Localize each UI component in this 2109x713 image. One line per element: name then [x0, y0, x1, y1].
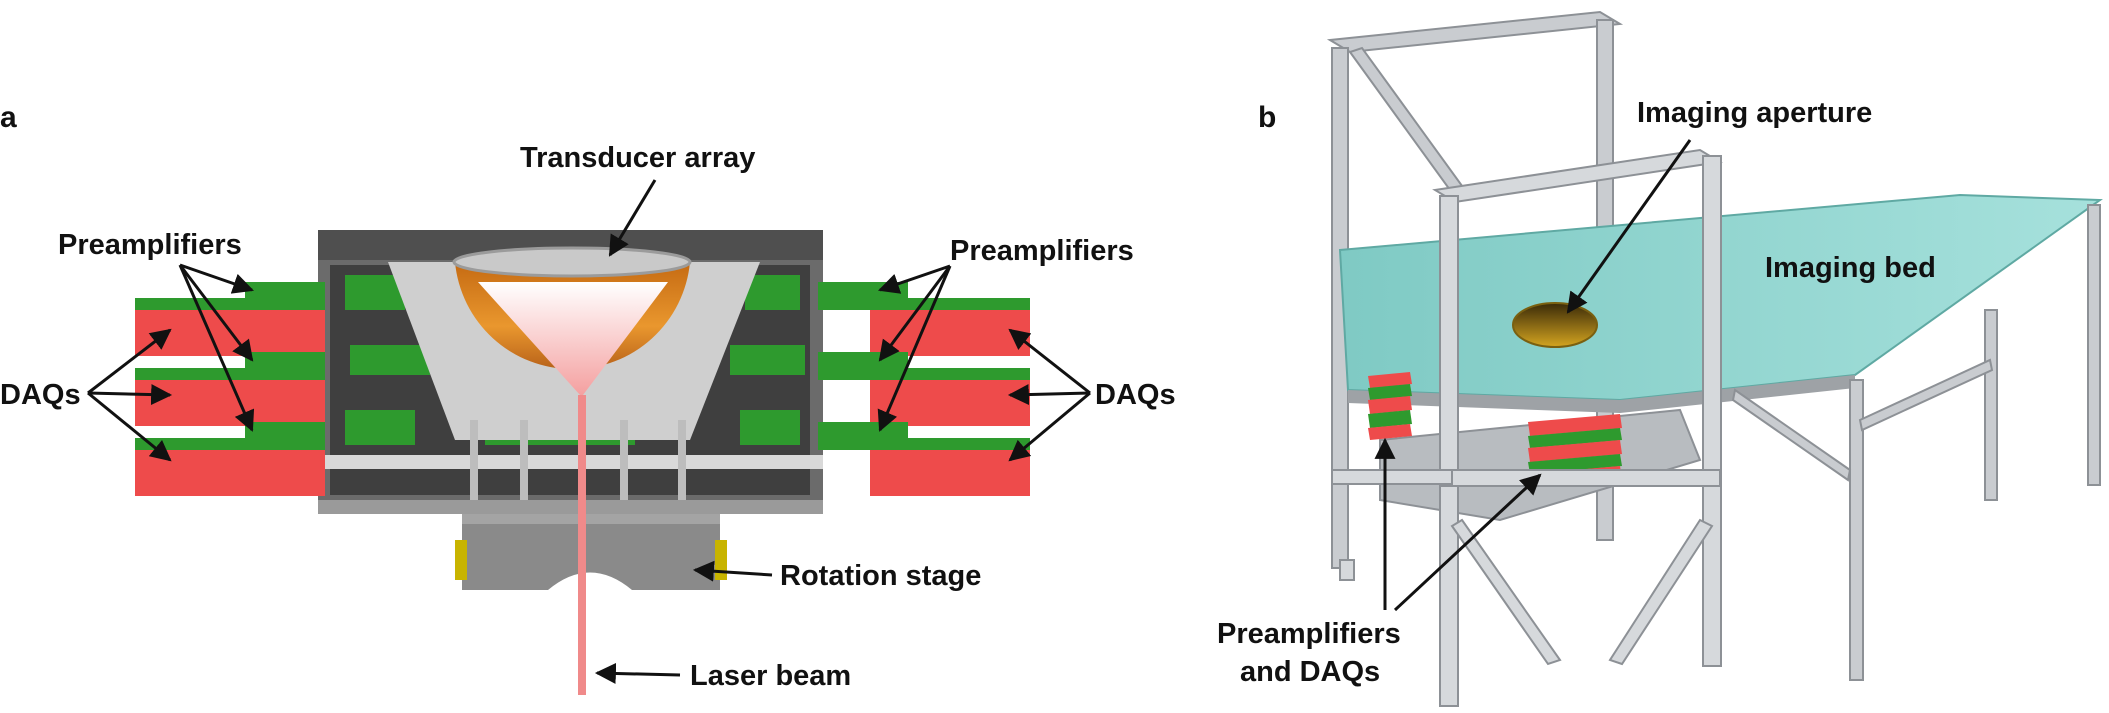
arrow-daq-right-3 [1008, 391, 1091, 462]
imaging-aperture-label: Imaging aperture [1637, 97, 1872, 129]
arrow-daq-right-1 [1008, 328, 1091, 395]
preamps-daqs-label-line1: Preamplifiers [1217, 618, 1401, 650]
arrow-transducer [608, 179, 657, 257]
daq-stack-b-left [1368, 372, 1412, 440]
table-legs [1731, 204, 2101, 681]
panel-b-letter: b [1258, 101, 1276, 134]
imaging-bed-label: Imaging bed [1765, 252, 1936, 284]
daqs-right-label: DAQs [1095, 379, 1176, 411]
daqs-left-label: DAQs [0, 379, 81, 411]
frame-front [1331, 148, 1723, 707]
arrow-preamp-left-3 [178, 264, 255, 432]
panel-a: a [0, 101, 1176, 695]
right-daq-stack [818, 282, 1030, 496]
panel-b: b [1217, 10, 2103, 707]
arrow-preamp-right-2 [878, 265, 952, 362]
imaging-aperture [1512, 302, 1598, 348]
arrow-daq-right-2 [1007, 384, 1091, 406]
arrow-preamps-daqs-center [1393, 473, 1542, 612]
arrow-preamp-right-1 [878, 264, 951, 294]
panel-a-letter: a [0, 101, 17, 134]
arrow-laser-beam [594, 662, 681, 684]
arrow-daq-left-1 [87, 328, 172, 395]
rotation-stage [455, 510, 727, 590]
arrow-preamp-right-3 [877, 265, 952, 432]
arrow-daq-left-2 [87, 384, 173, 406]
arrow-preamp-left-1 [179, 263, 254, 294]
preamplifiers-left-label: Preamplifiers [58, 229, 242, 261]
left-daq-stack [135, 282, 325, 496]
arrow-preamp-left-2 [178, 264, 254, 362]
transducer-array-label: Transducer array [520, 142, 755, 174]
preamplifiers-right-label: Preamplifiers [950, 235, 1134, 267]
preamps-daqs-label-line2: and DAQs [1240, 656, 1380, 688]
arrow-rotation-stage [692, 560, 773, 582]
laser-beam-label: Laser beam [690, 660, 851, 692]
arrow-imaging-aperture [1566, 139, 1692, 314]
rotation-stage-label: Rotation stage [780, 560, 981, 592]
laser-beam [578, 395, 586, 695]
instrument-housing [318, 230, 823, 514]
arrow-daq-left-3 [87, 391, 172, 462]
